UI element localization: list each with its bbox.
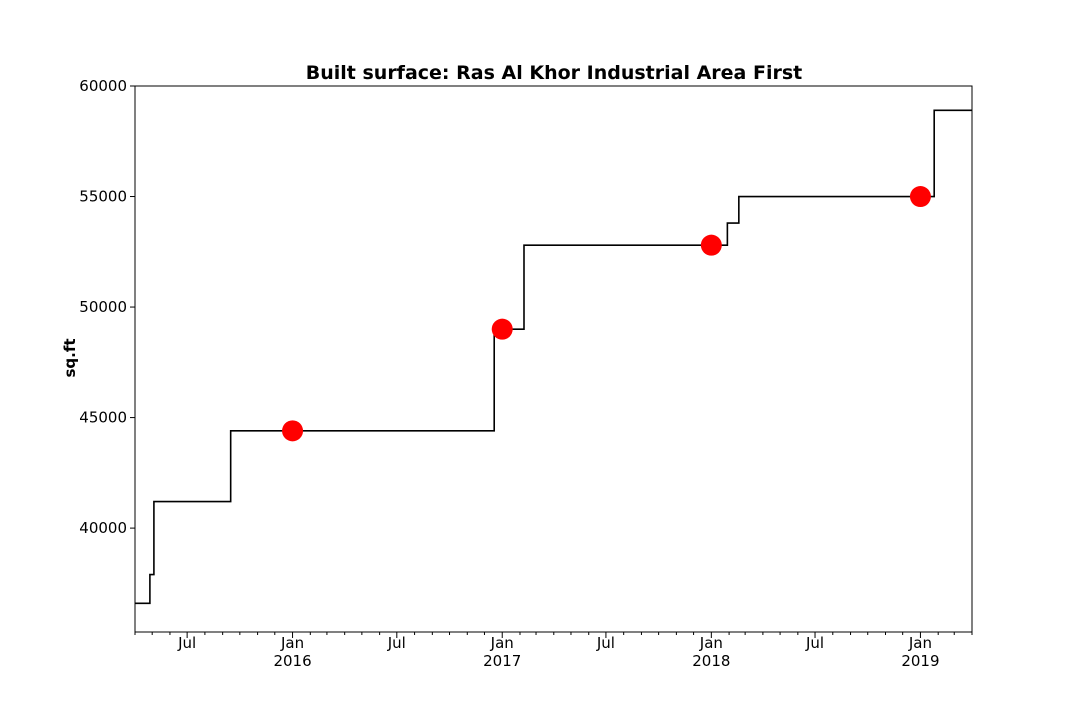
plot-frame [134, 85, 973, 633]
y-tick-label: 40000 [79, 519, 127, 537]
x-tick-label: Jan [280, 634, 304, 652]
data-point-marker [700, 234, 722, 256]
built-surface-step-line [135, 109, 972, 605]
x-tick-label: Jul [177, 634, 196, 652]
x-tick-label: Jan [699, 634, 723, 652]
x-tick-label: Jul [805, 634, 824, 652]
chart-title: Built surface: Ras Al Khor Industrial Ar… [306, 62, 802, 84]
x-tick-year-label: 2016 [273, 652, 311, 670]
x-tick-label: Jan [908, 634, 932, 652]
x-tick-year-label: 2019 [901, 652, 939, 670]
x-tick-year-label: 2017 [483, 652, 521, 670]
y-axis-label: sq.ft [61, 338, 79, 377]
y-tick-label: 45000 [79, 409, 127, 427]
plot-area [135, 109, 972, 605]
data-point-marker [491, 318, 513, 340]
y-tick-label: 55000 [79, 188, 127, 206]
y-tick-label: 50000 [79, 298, 127, 316]
x-tick-label: Jul [596, 634, 615, 652]
y-tick-label: 60000 [79, 77, 127, 95]
data-point-marker [282, 420, 304, 442]
x-tick-label: Jul [387, 634, 406, 652]
x-tick-label: Jan [490, 634, 514, 652]
x-tick-year-label: 2018 [692, 652, 730, 670]
data-point-marker [909, 186, 931, 208]
